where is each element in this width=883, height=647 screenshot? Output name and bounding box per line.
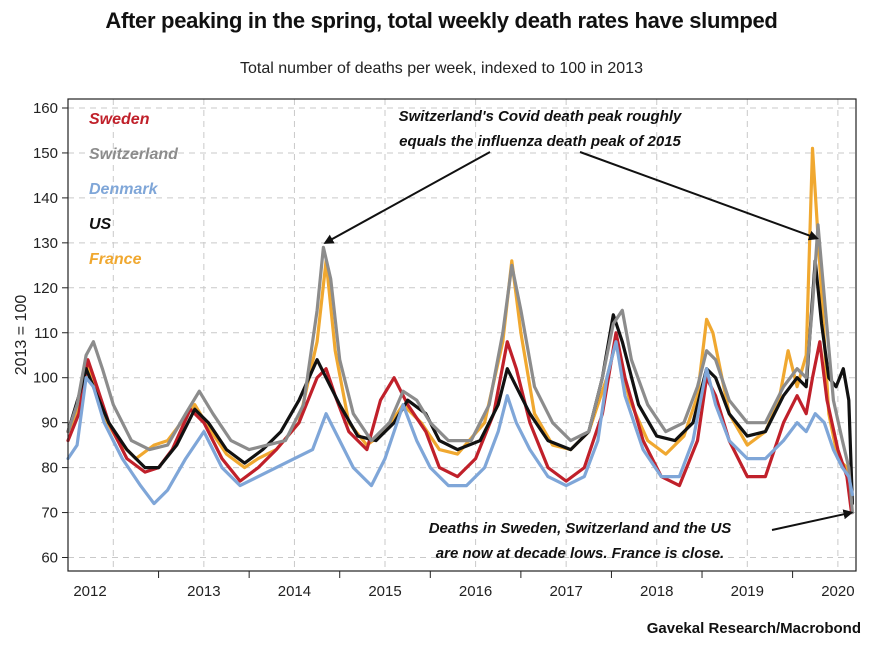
x-tick-label: 2020 [821,583,854,600]
series-line-switzerland [66,223,854,515]
arrow-2015-peak [323,151,491,244]
series-lines [66,146,854,515]
x-tick-label: 2014 [278,583,311,600]
y-tick-label: 140 [33,190,58,207]
legend: Sweden Switzerland Denmark US France [89,111,179,268]
arrow-decade-low [771,509,854,531]
annotation-decade-lows: Deaths in Sweden, Switzerland and the US [429,520,732,537]
annotation-covid-peak: equals the influenza death peak of 2015 [399,133,681,150]
legend-france: France [89,251,142,268]
y-tick-label: 90 [41,415,58,432]
chart-subtitle: Total number of deaths per week, indexed… [240,60,643,77]
x-tick-label: 2013 [187,583,220,600]
y-tick-label: 70 [41,505,58,522]
x-axis: 2012 2013 2014 2015 2016 2017 2018 2019 2020 [73,571,855,600]
y-tick-label: 150 [33,145,58,162]
chart-title: After peaking in the spring, total weekl… [105,8,778,33]
legend-us: US [89,216,112,233]
y-tick-label: 160 [33,100,58,117]
series-line-us [66,259,854,506]
x-tick-label: 2015 [368,583,401,600]
legend-switzerland: Switzerland [89,146,179,163]
series-line-france [66,146,854,488]
y-tick-label: 130 [33,235,58,252]
plot-frame [67,98,857,572]
y-tick-label: 80 [41,460,58,477]
x-tick-label: 2016 [459,583,492,600]
x-tick-label: 2017 [549,583,582,600]
y-axis: 60 70 80 90 100 110 120 130 140 150 160 [33,100,68,567]
arrow-covid-peak [579,151,819,241]
source-credit: Gavekal Research/Macrobond [646,620,861,637]
x-tick-label: 2018 [640,583,673,600]
y-tick-label: 60 [41,550,58,567]
annotation-decade-lows: are now at decade lows. France is close. [436,545,724,562]
legend-denmark: Denmark [89,181,159,198]
annotations: Switzerland's Covid death peak roughly eq… [323,108,854,562]
x-tick-label: 2012 [73,583,106,600]
y-axis-label: 2013 = 100 [13,295,30,376]
y-tick-label: 120 [33,280,58,297]
grid-lines [68,99,856,571]
y-tick-label: 110 [34,325,58,342]
y-tick-label: 100 [33,370,58,387]
annotation-covid-peak: Switzerland's Covid death peak roughly [399,108,682,125]
legend-sweden: Sweden [89,111,150,128]
x-tick-label: 2019 [731,583,764,600]
series-line-denmark [66,340,854,506]
